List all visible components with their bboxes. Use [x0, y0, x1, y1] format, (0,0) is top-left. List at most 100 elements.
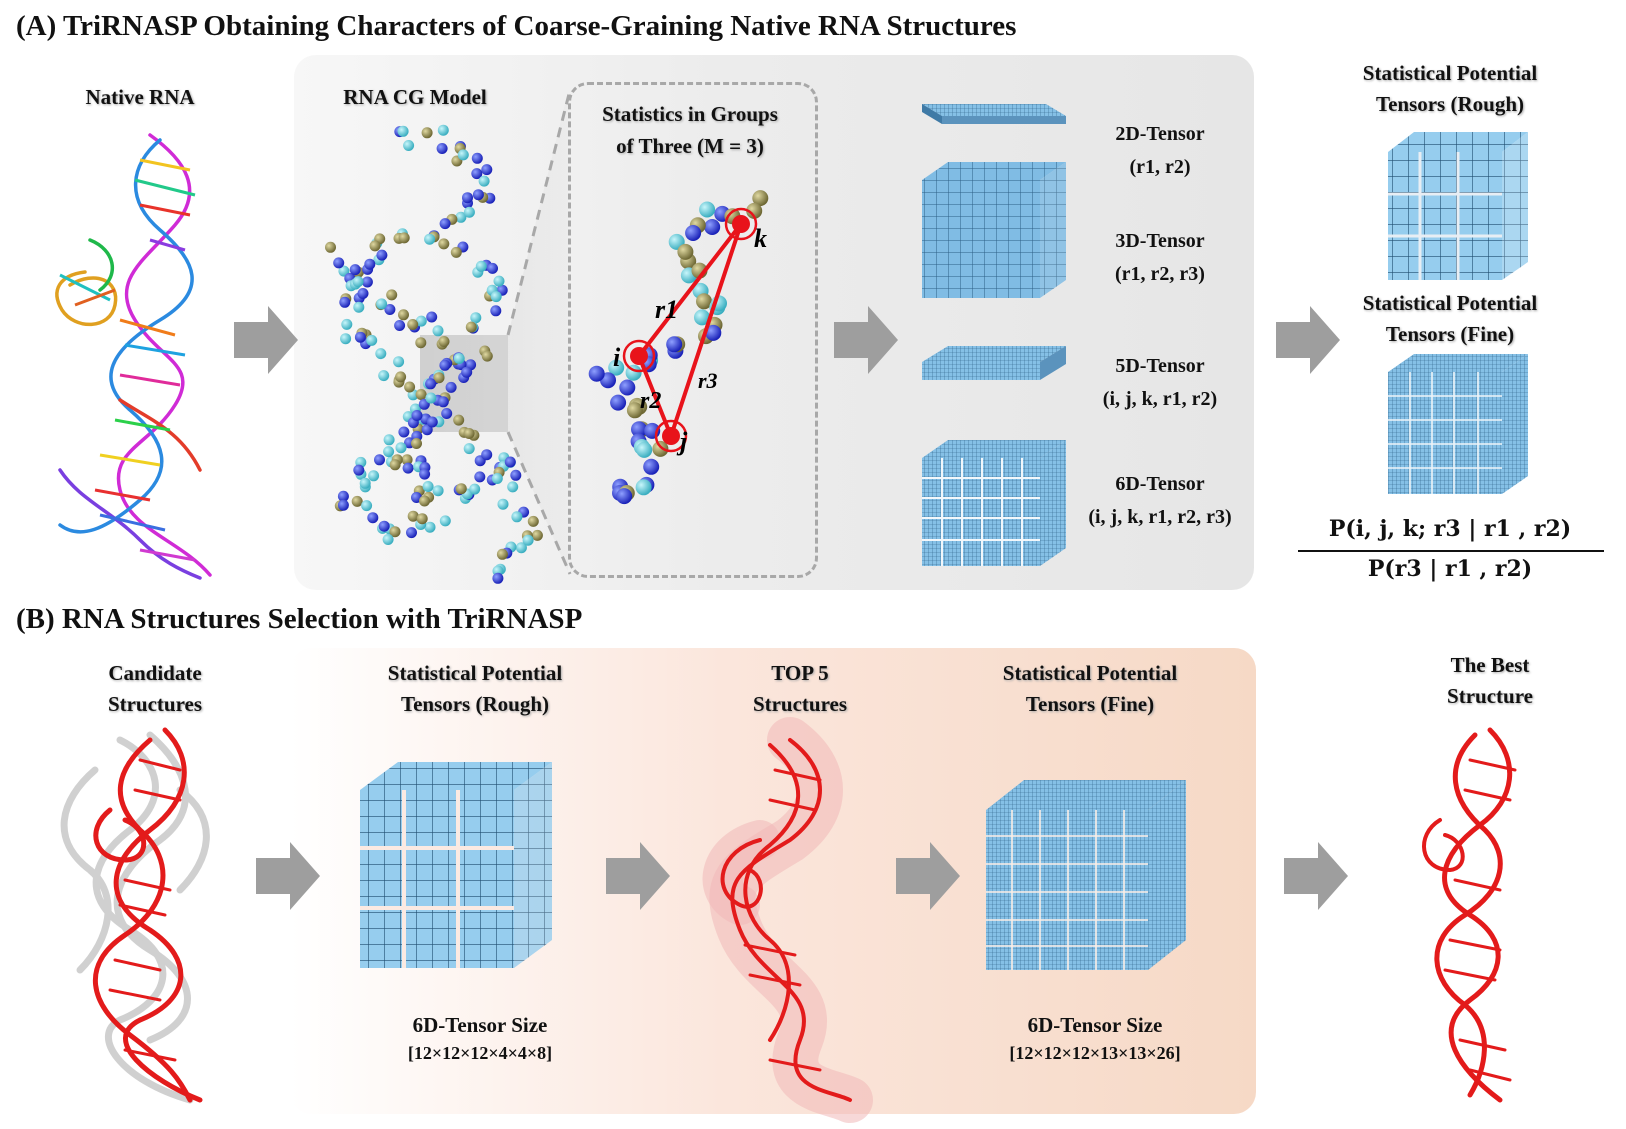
bead: [415, 315, 427, 327]
bead: [378, 520, 390, 532]
bead: [433, 372, 445, 384]
bead: [635, 479, 652, 496]
bead: [610, 394, 627, 411]
bead: [415, 337, 427, 349]
bead: [470, 312, 482, 324]
fine-line1-a: Statistical Potential: [1362, 291, 1538, 315]
stats-groups-line2: of Three (M = 3): [616, 134, 764, 158]
tensor-3d-label: 3D-Tensor (r1, r2, r3): [1060, 225, 1260, 291]
bead: [325, 241, 336, 253]
bead: [338, 265, 350, 277]
bead: [352, 276, 364, 288]
bead: [333, 257, 345, 269]
bead: [419, 495, 430, 507]
bead: [474, 471, 486, 483]
zoom-highlight: [420, 89, 572, 575]
bead: [531, 529, 543, 541]
bead: [463, 206, 475, 218]
rough-size-value: [12×12×12×4×4×8]: [407, 1043, 553, 1063]
fine-tensors-label-b: Statistical Potential Tensors (Fine): [960, 658, 1220, 720]
bead: [339, 296, 351, 308]
bead: [397, 125, 409, 137]
bead: [631, 421, 647, 438]
bead: [407, 319, 419, 330]
rough-line1-a: Statistical Potential: [1362, 61, 1538, 85]
bead: [401, 454, 413, 466]
bead: [694, 309, 710, 326]
bead: [353, 301, 365, 313]
top5-structures: [702, 717, 873, 1123]
bead: [398, 309, 409, 321]
bead: [361, 500, 373, 512]
bead: [353, 464, 365, 476]
bead: [407, 510, 419, 522]
bead: [389, 526, 401, 538]
bead: [436, 143, 448, 154]
tensor-2d-name: 2D-Tensor: [1115, 123, 1205, 145]
bead: [341, 318, 353, 330]
candidate-structures: [60, 727, 210, 1104]
best-label: The Best Structure: [1390, 650, 1590, 712]
bead: [375, 348, 387, 360]
best-structure: [1422, 727, 1517, 1103]
bead: [510, 469, 522, 481]
fine-line2-a: Tensors (Fine): [1385, 322, 1515, 346]
native-rna-label: Native RNA: [85, 85, 195, 109]
bead: [487, 262, 498, 274]
arrows: [234, 306, 1348, 910]
rough-tensor-icon-a: [1388, 132, 1528, 280]
tensor-2d-args: (r1, r2): [1129, 156, 1191, 178]
bead: [455, 211, 467, 223]
bead: [522, 534, 534, 546]
bead: [504, 456, 516, 468]
bead: [395, 442, 407, 454]
bead: [432, 485, 444, 497]
bead: [421, 127, 433, 139]
bead: [453, 414, 465, 426]
rough-line1-b: Statistical Potential: [387, 661, 563, 685]
formula-numerator: P(i, j, k; r3 | r1 , r2): [1328, 516, 1572, 542]
label-r2: r2: [640, 388, 661, 414]
fine-size-block: 6D-Tensor Size [12×12×12×13×13×26]: [965, 1010, 1225, 1066]
formula-line: [1298, 550, 1604, 552]
bead: [481, 350, 493, 362]
bead: [438, 336, 450, 347]
bead: [453, 353, 465, 364]
bead: [616, 488, 633, 505]
bead: [383, 434, 395, 446]
best-line1: The Best: [1450, 653, 1530, 677]
rough-line2-a: Tensors (Rough): [1375, 92, 1524, 116]
bead: [497, 498, 509, 510]
arrow-icon: [896, 842, 960, 910]
bead: [636, 441, 653, 458]
bead: [416, 513, 428, 525]
bead: [354, 331, 366, 343]
bead: [340, 333, 352, 345]
arrow-icon: [1284, 842, 1348, 910]
bead: [361, 276, 373, 288]
bead: [608, 359, 625, 376]
bead: [588, 365, 605, 382]
arrow-icon: [256, 842, 320, 910]
bead: [404, 381, 416, 393]
bead: [337, 490, 349, 502]
bead: [441, 408, 453, 419]
bead: [419, 468, 431, 480]
tensor-6d-label: 6D-Tensor (i, j, k, r1, r2, r3): [1050, 468, 1270, 534]
bead: [491, 473, 503, 484]
bead: [475, 260, 487, 272]
section-a-title: (A) TriRNASP Obtaining Characters of Coa…: [16, 10, 1017, 42]
point-k: k: [754, 224, 767, 253]
bead: [366, 334, 378, 346]
cg-model-label: RNA CG Model: [343, 85, 487, 109]
stats-groups-line1: Statistics in Groups: [602, 102, 778, 126]
bead: [384, 304, 396, 315]
fine-line1-b: Statistical Potential: [1002, 661, 1178, 685]
bead: [357, 288, 369, 299]
fine-tensor-icon-a: [1388, 354, 1528, 494]
bead: [490, 305, 502, 317]
bead: [349, 264, 361, 276]
tensor-5d-icon: [922, 346, 1066, 380]
bead: [395, 371, 407, 383]
bead: [677, 243, 694, 260]
